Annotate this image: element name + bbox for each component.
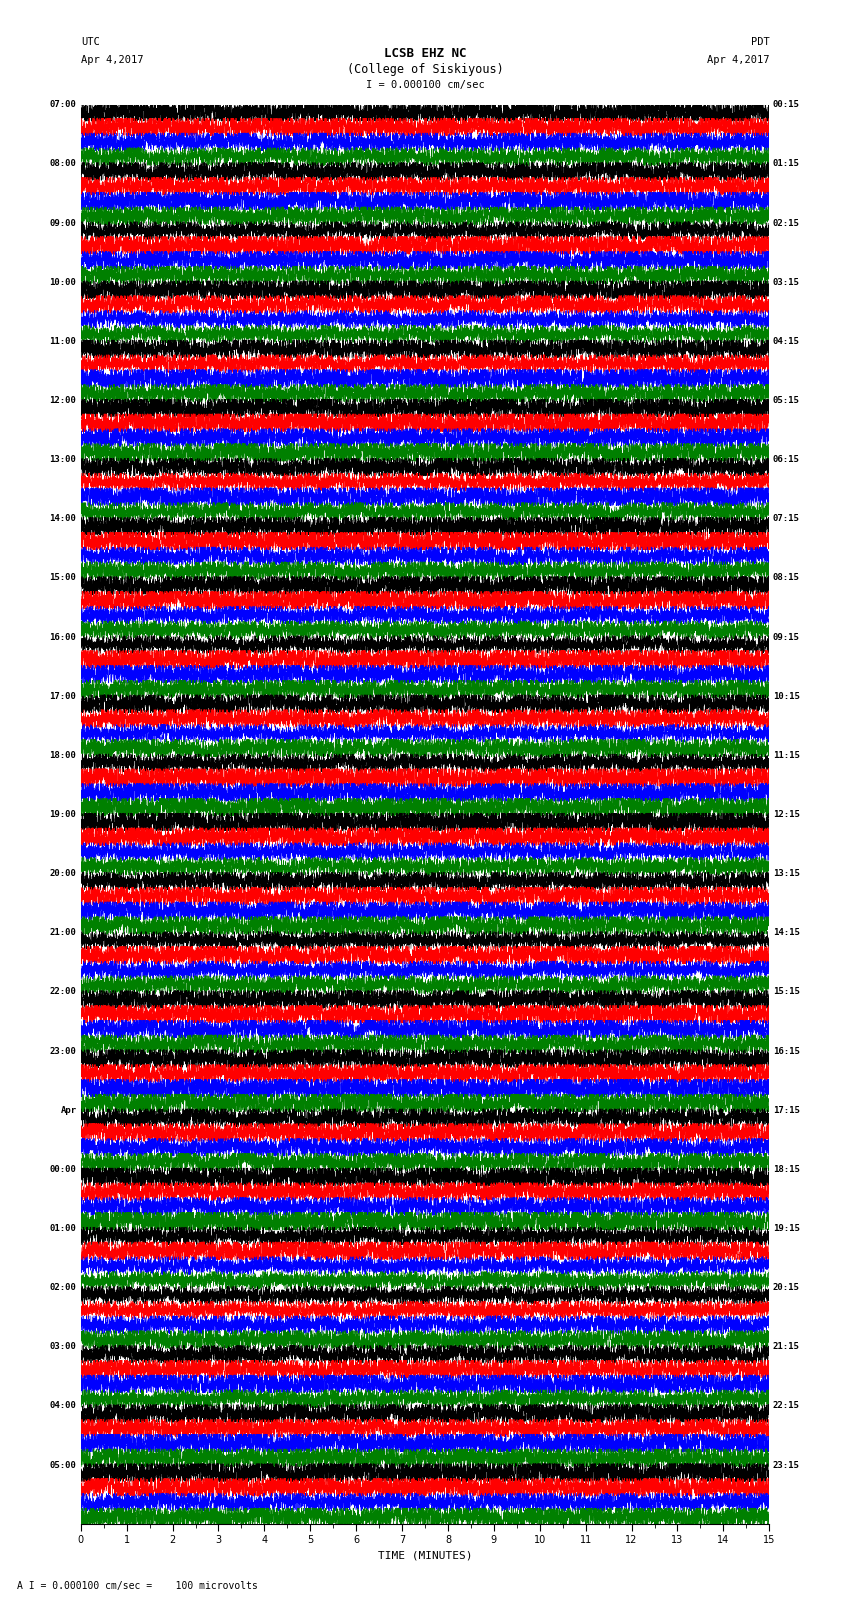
Text: 18:15: 18:15 bbox=[773, 1165, 800, 1174]
Text: 11:00: 11:00 bbox=[49, 337, 76, 345]
Text: 04:15: 04:15 bbox=[773, 337, 800, 345]
Text: 13:00: 13:00 bbox=[49, 455, 76, 465]
Text: 21:00: 21:00 bbox=[49, 929, 76, 937]
Text: 10:00: 10:00 bbox=[49, 277, 76, 287]
Text: 08:00: 08:00 bbox=[49, 160, 76, 168]
Text: 22:15: 22:15 bbox=[773, 1402, 800, 1410]
Text: 03:00: 03:00 bbox=[49, 1342, 76, 1352]
Text: 01:15: 01:15 bbox=[773, 160, 800, 168]
Text: 11:15: 11:15 bbox=[773, 752, 800, 760]
Text: 02:15: 02:15 bbox=[773, 219, 800, 227]
Text: 07:15: 07:15 bbox=[773, 515, 800, 523]
Text: 05:15: 05:15 bbox=[773, 397, 800, 405]
Text: 00:15: 00:15 bbox=[773, 100, 800, 110]
Text: 14:15: 14:15 bbox=[773, 929, 800, 937]
Text: Apr 4,2017: Apr 4,2017 bbox=[706, 55, 769, 65]
X-axis label: TIME (MINUTES): TIME (MINUTES) bbox=[377, 1552, 473, 1561]
Text: 08:15: 08:15 bbox=[773, 574, 800, 582]
Text: Apr: Apr bbox=[60, 1107, 76, 1115]
Text: 21:15: 21:15 bbox=[773, 1342, 800, 1352]
Text: 23:15: 23:15 bbox=[773, 1461, 800, 1469]
Text: 17:15: 17:15 bbox=[773, 1107, 800, 1115]
Text: 13:15: 13:15 bbox=[773, 869, 800, 877]
Text: 10:15: 10:15 bbox=[773, 692, 800, 700]
Text: 15:15: 15:15 bbox=[773, 987, 800, 997]
Text: LCSB EHZ NC: LCSB EHZ NC bbox=[383, 47, 467, 60]
Text: 19:15: 19:15 bbox=[773, 1224, 800, 1232]
Text: UTC: UTC bbox=[81, 37, 99, 47]
Text: 15:00: 15:00 bbox=[49, 574, 76, 582]
Text: 02:00: 02:00 bbox=[49, 1284, 76, 1292]
Text: 23:00: 23:00 bbox=[49, 1047, 76, 1055]
Text: 16:15: 16:15 bbox=[773, 1047, 800, 1055]
Text: 04:00: 04:00 bbox=[49, 1402, 76, 1410]
Text: 03:15: 03:15 bbox=[773, 277, 800, 287]
Text: Apr 4,2017: Apr 4,2017 bbox=[81, 55, 144, 65]
Text: 09:15: 09:15 bbox=[773, 632, 800, 642]
Text: 01:00: 01:00 bbox=[49, 1224, 76, 1232]
Text: 00:00: 00:00 bbox=[49, 1165, 76, 1174]
Text: 12:00: 12:00 bbox=[49, 397, 76, 405]
Text: 07:00: 07:00 bbox=[49, 100, 76, 110]
Text: I = 0.000100 cm/sec: I = 0.000100 cm/sec bbox=[366, 81, 484, 90]
Text: 06:15: 06:15 bbox=[773, 455, 800, 465]
Text: 09:00: 09:00 bbox=[49, 219, 76, 227]
Text: (College of Siskiyous): (College of Siskiyous) bbox=[347, 63, 503, 76]
Text: 18:00: 18:00 bbox=[49, 752, 76, 760]
Text: 05:00: 05:00 bbox=[49, 1461, 76, 1469]
Text: 12:15: 12:15 bbox=[773, 810, 800, 819]
Text: 14:00: 14:00 bbox=[49, 515, 76, 523]
Text: PDT: PDT bbox=[751, 37, 769, 47]
Text: 19:00: 19:00 bbox=[49, 810, 76, 819]
Text: A I = 0.000100 cm/sec =    100 microvolts: A I = 0.000100 cm/sec = 100 microvolts bbox=[17, 1581, 258, 1590]
Text: 20:00: 20:00 bbox=[49, 869, 76, 877]
Text: 22:00: 22:00 bbox=[49, 987, 76, 997]
Text: 17:00: 17:00 bbox=[49, 692, 76, 700]
Text: 20:15: 20:15 bbox=[773, 1284, 800, 1292]
Text: 16:00: 16:00 bbox=[49, 632, 76, 642]
